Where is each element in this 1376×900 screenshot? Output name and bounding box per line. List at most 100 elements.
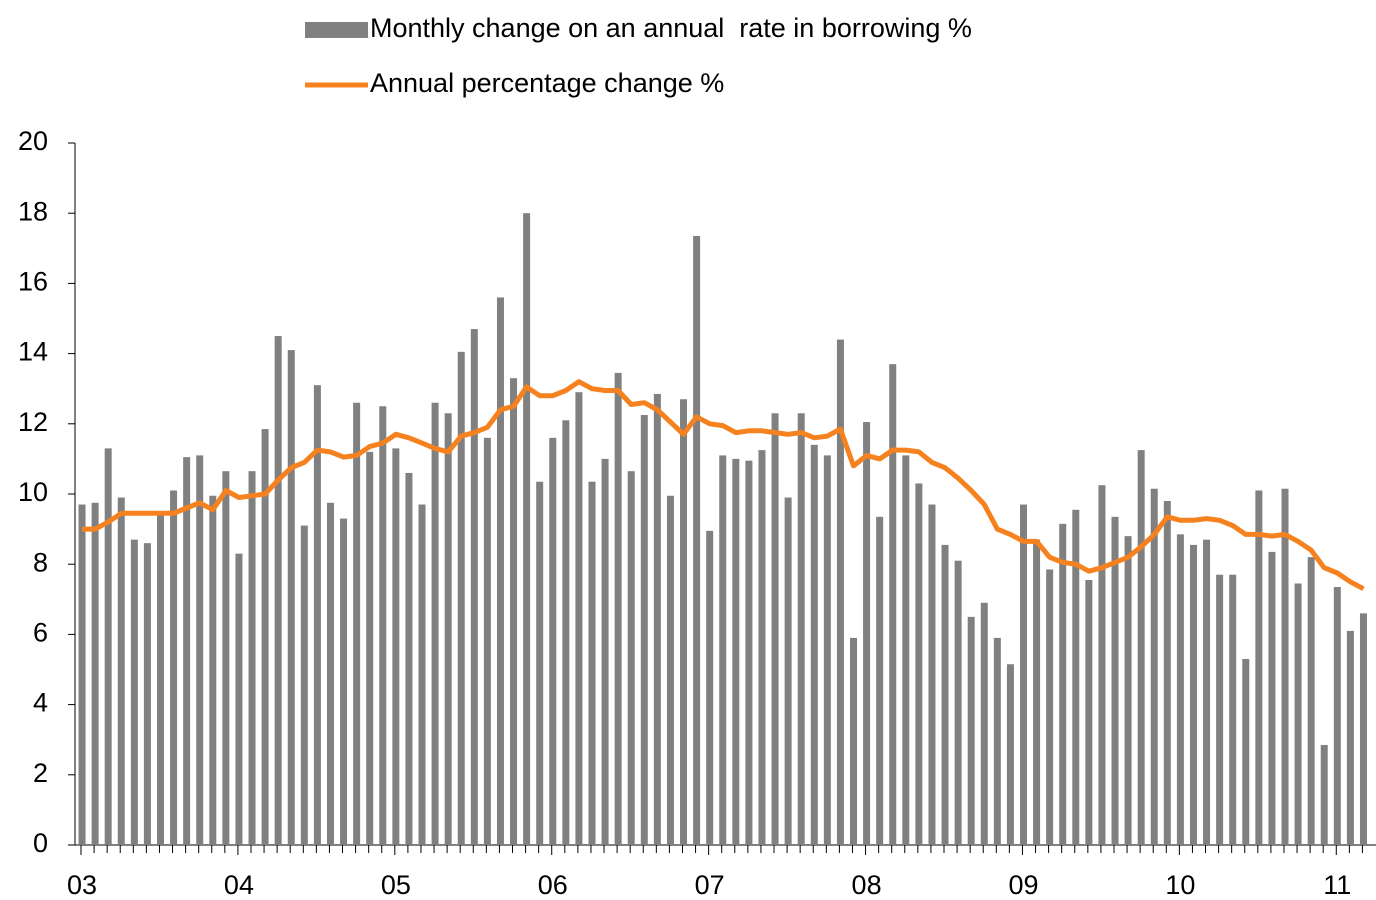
- bar: [1163, 501, 1171, 845]
- bar: [1098, 485, 1106, 845]
- bar: [457, 351, 465, 845]
- bar: [300, 525, 308, 845]
- bar: [510, 378, 518, 845]
- x-tick-label: 11: [1323, 870, 1351, 900]
- bar: [483, 437, 491, 845]
- bar: [1307, 557, 1315, 845]
- bar: [601, 458, 609, 845]
- bar: [78, 504, 86, 845]
- bar: [666, 495, 674, 845]
- bar: [379, 406, 387, 845]
- legend-label: Annual percentage change %: [370, 68, 724, 98]
- bar: [1346, 630, 1354, 845]
- bar: [183, 457, 191, 845]
- bar: [366, 451, 374, 845]
- bar: [928, 504, 936, 845]
- bar: [797, 413, 805, 845]
- bar: [431, 402, 439, 845]
- bar: [732, 458, 740, 845]
- bar: [156, 515, 164, 845]
- bar: [274, 336, 282, 845]
- bar: [640, 415, 648, 845]
- legend-label: Monthly change on an annual rate in borr…: [370, 13, 972, 43]
- x-tick-label: 10: [1165, 870, 1195, 900]
- bar: [1268, 551, 1276, 845]
- x-tick-label: 05: [381, 870, 411, 900]
- bar: [758, 450, 766, 845]
- bar: [1176, 534, 1184, 845]
- bar: [392, 448, 400, 845]
- bar: [1359, 613, 1367, 845]
- bar: [235, 553, 243, 845]
- bar: [287, 350, 295, 845]
- bar: [1046, 569, 1054, 845]
- y-tick-label: 18: [18, 196, 48, 226]
- bar: [496, 297, 504, 845]
- bar: [353, 402, 361, 845]
- y-tick-label: 10: [18, 477, 48, 507]
- bar: [222, 471, 230, 845]
- bar: [418, 504, 426, 845]
- bar: [706, 530, 714, 845]
- bar: [889, 364, 897, 845]
- bar: [248, 471, 256, 845]
- bar: [627, 471, 635, 845]
- bar: [902, 455, 910, 845]
- bar: [1085, 579, 1093, 845]
- y-tick-label: 20: [18, 126, 48, 156]
- bar: [1216, 574, 1224, 845]
- x-tick-label: 07: [695, 870, 725, 900]
- bar: [1189, 544, 1197, 845]
- bar: [653, 393, 661, 845]
- bar: [470, 329, 478, 845]
- bar: [261, 429, 269, 845]
- y-tick-label: 12: [18, 407, 48, 437]
- bar: [1033, 539, 1041, 845]
- bar: [562, 420, 570, 845]
- bar: [1255, 490, 1263, 845]
- bar: [836, 339, 844, 845]
- bar: [313, 385, 321, 845]
- bar: [209, 495, 217, 845]
- bar: [1294, 583, 1302, 845]
- bar: [1006, 664, 1014, 845]
- y-tick-label: 16: [18, 267, 48, 297]
- bar: [771, 413, 779, 845]
- x-tick-label: 09: [1008, 870, 1038, 900]
- bar: [784, 497, 792, 845]
- x-tick-label: 04: [224, 870, 254, 900]
- bar: [326, 502, 334, 845]
- bar: [340, 518, 348, 845]
- bar: [614, 372, 622, 845]
- y-tick-label: 4: [33, 688, 48, 718]
- bar: [693, 236, 701, 845]
- bar: [536, 481, 544, 845]
- bar: [876, 516, 884, 845]
- bar: [980, 602, 988, 845]
- bar: [954, 560, 962, 845]
- bar: [1019, 504, 1027, 845]
- bar: [588, 481, 596, 845]
- y-tick-label: 2: [33, 758, 48, 788]
- bar: [915, 483, 923, 845]
- bar: [1150, 488, 1158, 845]
- bar: [117, 497, 125, 845]
- bar: [405, 472, 413, 845]
- bar: [130, 539, 138, 845]
- bar: [1124, 536, 1132, 845]
- x-tick-label: 03: [67, 870, 97, 900]
- bar: [549, 437, 557, 845]
- y-tick-label: 8: [33, 547, 48, 577]
- bar: [523, 213, 531, 845]
- bar: [1203, 539, 1211, 845]
- line: [82, 379, 1365, 592]
- bar: [993, 637, 1001, 845]
- bar: [1111, 516, 1119, 845]
- bar: [719, 455, 727, 845]
- bar: [1281, 488, 1289, 845]
- bar: [196, 455, 204, 845]
- x-tick-label: 08: [852, 870, 882, 900]
- bar: [1059, 523, 1067, 845]
